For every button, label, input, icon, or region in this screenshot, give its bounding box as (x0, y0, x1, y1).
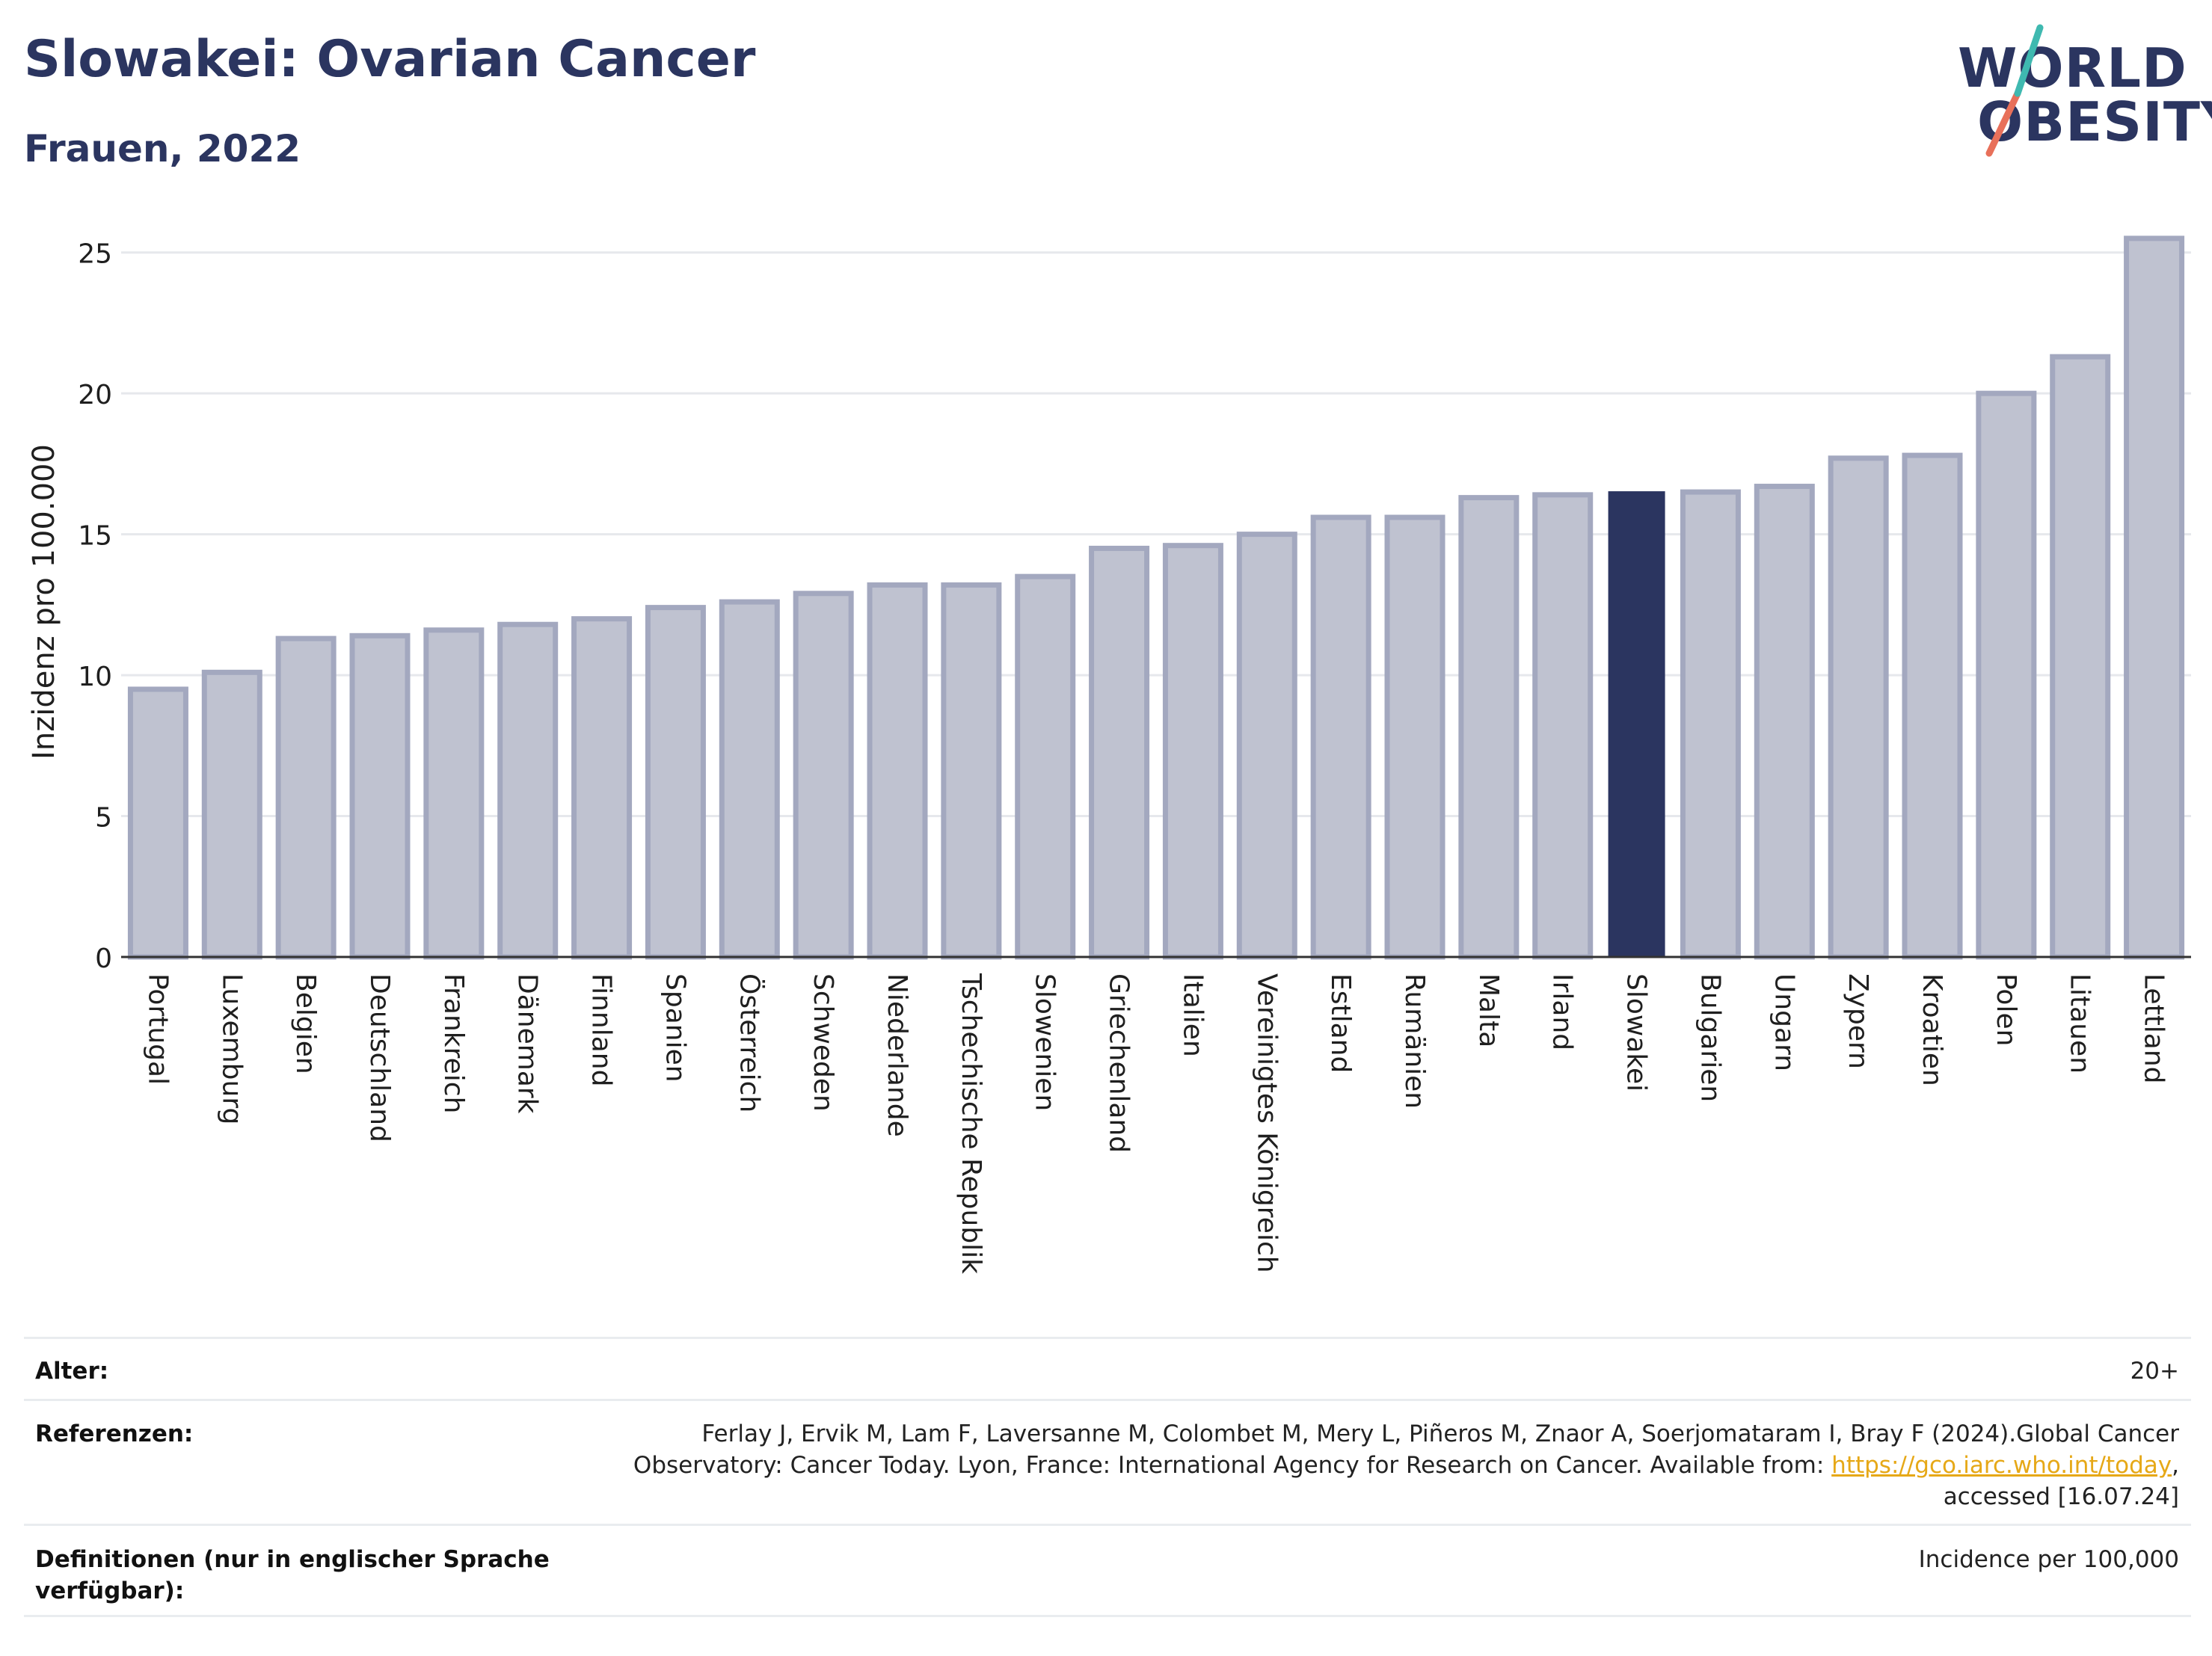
x-tick-label: Österreich (734, 973, 765, 1112)
bar (349, 632, 411, 960)
x-tick-label: Spanien (660, 973, 690, 1083)
y-tick-label: 10 (78, 662, 112, 692)
footer-divider (24, 1337, 2191, 1339)
footer-divider (24, 1524, 2191, 1526)
reference-link[interactable]: https://gco.iarc.who.int/today (1831, 1452, 2172, 1479)
world-obesity-logo: WORLD OBESITY (1952, 19, 2212, 168)
age-label: Alter: (35, 1358, 109, 1385)
chart-title: Slowakei: Ovarian Cancer (24, 30, 756, 89)
x-tick-label: Litauen (2065, 973, 2095, 1074)
x-tick-label: Ungarn (1769, 973, 1799, 1071)
bar (2124, 236, 2185, 960)
x-tick-label: Dänemark (512, 973, 543, 1114)
x-tick-label: Griechenland (1104, 973, 1134, 1153)
x-tick-label: Niederlande (882, 973, 912, 1137)
x-tick-label: Lettland (2139, 973, 2169, 1084)
bar (1902, 452, 1963, 960)
bar (1310, 514, 1371, 960)
axes: 0 5 10 15 20 25 Portugal Luxemburg Belgien Deutsc… (78, 239, 2191, 1274)
bar (1236, 532, 1297, 960)
chart-subtitle: Frauen, 2022 (24, 127, 301, 170)
bar-highlighted (1608, 491, 1665, 958)
bar (423, 627, 485, 960)
bar (201, 669, 262, 960)
x-tick-label: Malta (1473, 973, 1504, 1047)
bar (793, 591, 854, 960)
x-tick-label: Finnland (586, 973, 617, 1086)
bar (1976, 390, 2037, 960)
y-tick-label: 15 (78, 521, 112, 552)
footer-divider (24, 1399, 2191, 1401)
bar (1680, 489, 1741, 960)
references-value: Ferlay J, Ervik M, Lam F, Laversanne M, … (534, 1418, 2179, 1512)
bar (497, 621, 559, 960)
x-tick-label: Italien (1177, 973, 1208, 1057)
bar (127, 686, 188, 960)
footer-divider (24, 1615, 2191, 1617)
y-axis-label: Inzidenz pro 100.000 (27, 444, 61, 760)
y-tick-label: 5 (95, 803, 112, 834)
x-tick-label: Frankreich (438, 973, 469, 1113)
x-tick-label: Polen (1991, 973, 2021, 1046)
x-tick-label: Bulgarien (1695, 973, 1725, 1102)
definitions-label: Definitionen (nur in englischer Sprache … (35, 1546, 550, 1604)
x-tick-label: Kroatien (1917, 973, 1947, 1086)
x-tick-label: Irland (1547, 973, 1578, 1050)
reference-line-2: Observatory: Cancer Today. Lyon, France:… (534, 1450, 2179, 1481)
x-tick-label: Estland (1325, 973, 1356, 1073)
x-tick-label: Schweden (808, 973, 838, 1112)
reference-line-1: Ferlay J, Ervik M, Lam F, Laversanne M, … (701, 1420, 2179, 1447)
logo-slash-icon (1985, 24, 2044, 157)
x-tick-label: Slowenien (1030, 973, 1060, 1111)
age-value: 20+ (2130, 1358, 2179, 1385)
bar (571, 616, 633, 960)
reference-comma: , (2172, 1452, 2179, 1479)
x-tick-label: Portugal (142, 973, 173, 1085)
y-tick-label: 0 (95, 944, 112, 974)
bar (1532, 492, 1594, 960)
bar (719, 599, 780, 960)
bar (1162, 543, 1223, 960)
x-tick-label: Belgien (290, 973, 321, 1074)
x-tick-label: Tschechische Republik (956, 973, 986, 1274)
logo-line-1: WORLD (1958, 37, 2187, 99)
references-label: Referenzen: (35, 1420, 194, 1447)
x-tick-label: Vereinigtes Königreich (1251, 973, 1282, 1273)
bar-chart: 0 5 10 15 20 25 Portugal Luxemburg Belgien Deutsc… (27, 236, 2191, 1274)
bar (1754, 484, 1815, 960)
x-tick-label: Rumänien (1399, 973, 1430, 1109)
y-tick-label: 25 (78, 239, 112, 270)
bars (127, 236, 2185, 960)
bar (1384, 514, 1446, 960)
reference-text: Observatory: Cancer Today. Lyon, France:… (633, 1452, 1832, 1479)
bar (1089, 545, 1150, 960)
bar (941, 582, 1002, 960)
x-tick-label: Zypern (1843, 973, 1873, 1069)
bar (1015, 573, 1076, 960)
reference-line-3: accessed [16.07.24] (1943, 1483, 2179, 1510)
logo-line-2: OBESITY (1977, 90, 2212, 153)
definitions-value: Incidence per 100,000 (1918, 1546, 2179, 1573)
x-tick-label: Deutschland (364, 973, 395, 1142)
bar (1458, 495, 1520, 960)
bar (275, 635, 337, 960)
bar (645, 605, 706, 960)
y-tick-label: 20 (78, 380, 112, 410)
x-tick-label: Luxemburg (216, 973, 247, 1124)
bar (2050, 354, 2111, 960)
bar (867, 582, 928, 960)
bar (1828, 455, 1889, 960)
x-tick-label: Slowakei (1621, 973, 1652, 1092)
